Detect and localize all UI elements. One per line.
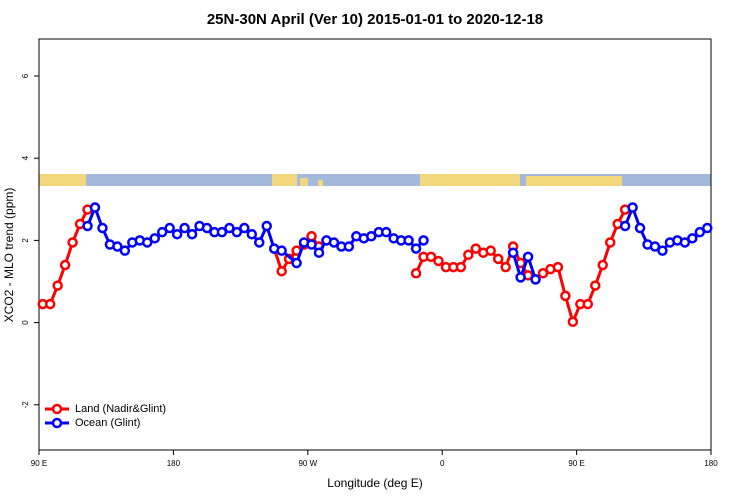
- series-point: [171, 228, 183, 240]
- series-point: [119, 245, 131, 256]
- series-point: [410, 268, 422, 279]
- y-tick-label: 4: [21, 155, 30, 160]
- legend-label: Ocean (Glint): [75, 417, 140, 429]
- legend-marker: [51, 403, 63, 415]
- series-point: [246, 228, 258, 240]
- series-point: [582, 298, 594, 310]
- series-point: [59, 259, 71, 271]
- series-point: [425, 251, 437, 263]
- series-point: [82, 220, 93, 232]
- series-point: [515, 272, 526, 283]
- x-tick-label: 90 E: [31, 459, 47, 468]
- series-point: [89, 202, 101, 213]
- x-tick-label: 180: [704, 459, 718, 468]
- series-point: [470, 243, 482, 254]
- series-line: [42, 208, 627, 324]
- y-tick-label: 2: [21, 238, 30, 243]
- series-point: [433, 255, 444, 267]
- series-point: [239, 222, 250, 234]
- series-point: [604, 237, 616, 248]
- legend-label: Land (Nadir&Glint): [75, 403, 166, 415]
- y-tick-label: 6: [21, 73, 30, 78]
- series-point: [492, 253, 504, 265]
- series-point: [67, 237, 78, 248]
- series-point: [657, 245, 668, 256]
- series-point: [201, 222, 213, 234]
- series-point: [694, 226, 706, 238]
- series-point: [679, 237, 691, 248]
- series-point: [156, 226, 168, 238]
- series-point: [380, 226, 392, 238]
- series-point: [276, 265, 287, 277]
- series-point: [254, 237, 265, 248]
- series-point: [149, 233, 160, 244]
- series-point: [522, 251, 534, 263]
- series-point: [619, 220, 631, 232]
- series-point: [485, 245, 496, 256]
- y-axis-label: XCO2 - MLO trend (ppm): [2, 188, 16, 323]
- x-axis-label: Longitude (deg E): [327, 476, 422, 490]
- series-point: [306, 239, 317, 250]
- series-point: [507, 247, 519, 258]
- series-point: [687, 233, 698, 244]
- series-point: [567, 316, 579, 328]
- plot-frame: [38, 38, 712, 451]
- series-point: [343, 241, 355, 252]
- x-tick-label: 180: [167, 459, 181, 468]
- series-point: [328, 237, 340, 248]
- series-point: [313, 247, 325, 258]
- series-point: [306, 231, 317, 242]
- series-point: [231, 226, 243, 238]
- series-point: [224, 222, 235, 234]
- x-tick-label: 90 W: [298, 459, 317, 468]
- series-point: [410, 243, 422, 254]
- series-point: [179, 222, 190, 234]
- series-point: [261, 220, 272, 232]
- series-point: [537, 268, 549, 279]
- series-point: [634, 222, 646, 234]
- series-point: [597, 259, 608, 271]
- series-point: [455, 261, 467, 273]
- series-point: [560, 290, 571, 302]
- legend-marker: [51, 417, 63, 429]
- series-point: [97, 222, 108, 234]
- series-point: [590, 280, 601, 291]
- series-point: [649, 241, 661, 252]
- series-point: [366, 231, 377, 242]
- series-point: [291, 257, 302, 269]
- x-tick-label: 90 E: [568, 459, 584, 468]
- y-tick-label: 0: [21, 320, 30, 325]
- series-point: [52, 280, 63, 291]
- y-tick-label: -2: [21, 401, 30, 409]
- series-point: [142, 237, 153, 248]
- series-point: [500, 261, 511, 273]
- series-point: [530, 274, 541, 285]
- series-point: [463, 249, 474, 261]
- series-point: [112, 241, 123, 252]
- series-point: [418, 235, 429, 246]
- series-point: [164, 222, 175, 234]
- series-point: [186, 228, 198, 240]
- series-point: [403, 235, 414, 246]
- map-strip: [39, 174, 711, 186]
- series-point: [627, 202, 638, 213]
- series-point: [702, 222, 713, 234]
- series-point: [276, 245, 287, 256]
- x-tick-label: 0: [440, 459, 445, 468]
- series-point: [552, 261, 564, 273]
- chart-title: 25N-30N April (Ver 10) 2015-01-01 to 202…: [207, 11, 543, 28]
- series-point: [216, 226, 228, 238]
- series-point: [44, 298, 56, 310]
